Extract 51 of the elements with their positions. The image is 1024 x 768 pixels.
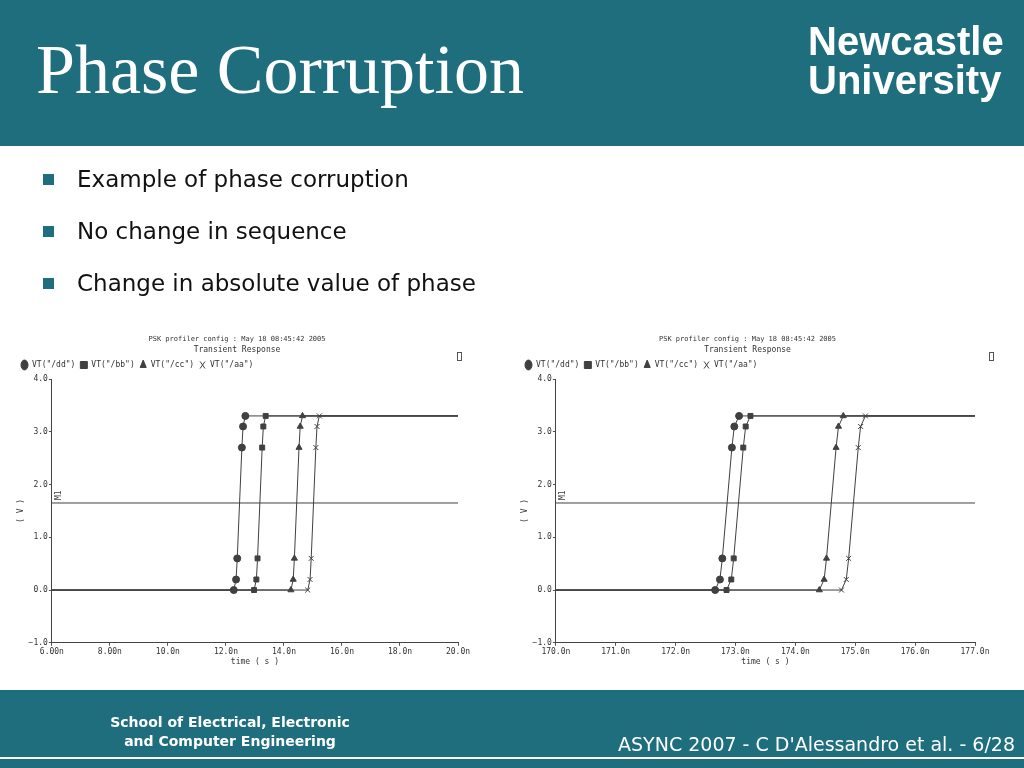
text: Phase Corruption [36,30,525,110]
x-tick-label: 171.0n [601,646,631,656]
ref-line-label: M1 [557,490,567,500]
x-tick-label: 175.0n [840,646,870,656]
legend-label: VT("/dd") [32,360,76,370]
text: No change in sequence [77,217,347,245]
legend-label: VT("/aa") [210,360,254,370]
x-tick-label: 172.0n [661,646,691,656]
y-tick-label: −1.0 [28,637,49,647]
x-tick-label: 173.0n [721,646,751,656]
y-axis-title: ( V ) [519,498,529,523]
y-tick-label: 1.0 [33,532,49,542]
x-tick-label: 6.00n [39,646,65,656]
x-tick-label: 10.0n [155,646,181,656]
y-axis-title: ( V ) [15,498,25,523]
x-axis-title: time ( s ) [741,657,790,667]
x-tick-label: 16.0n [329,646,355,656]
x-tick-label: 176.0n [900,646,930,656]
x-tick-label: 177.0n [960,646,990,656]
chart-title: Transient Response [193,345,281,355]
y-tick-label: 2.0 [537,479,553,489]
x-tick-label: 8.00n [97,646,123,656]
y-tick-label: 0.0 [33,585,49,595]
text: Example of phase corruption [77,165,409,193]
y-tick-label: 0.0 [537,585,553,595]
x-tick-label: 174.0n [780,646,810,656]
legend-label: VT("/bb") [91,360,135,370]
y-tick-label: 1.0 [537,532,553,542]
x-tick-label: 20.0n [445,646,471,656]
y-tick-label: 3.0 [33,426,49,436]
chart-title: Transient Response [704,345,792,355]
text: ASYNC 2007 - C D'Alessandro et al. - 6/28 [617,732,1015,756]
legend-label: VT("/bb") [595,360,639,370]
y-tick-label: 4.0 [33,374,49,384]
x-tick-label: 170.0n [541,646,571,656]
x-tick-label: 18.0n [387,646,413,656]
legend-label: VT("/cc") [654,360,699,370]
legend-label: VT("/cc") [150,360,195,370]
x-tick-label: 14.0n [271,646,297,656]
y-tick-label: 4.0 [537,374,553,384]
text: School of Electrical, Electronic and Computer Engineering [110,713,350,751]
text: Change in absolute value of phase [77,269,476,297]
y-tick-label: −1.0 [532,637,553,647]
legend-label: VT("/dd") [536,360,580,370]
legend-label: VT("/aa") [714,360,758,370]
x-tick-label: 12.0n [213,646,239,656]
x-axis-title: time ( s ) [230,657,280,667]
ref-line-label: M1 [53,490,63,500]
y-tick-label: 3.0 [537,426,553,436]
text: Newcastle University [808,19,1005,102]
y-tick-label: 2.0 [33,479,49,489]
